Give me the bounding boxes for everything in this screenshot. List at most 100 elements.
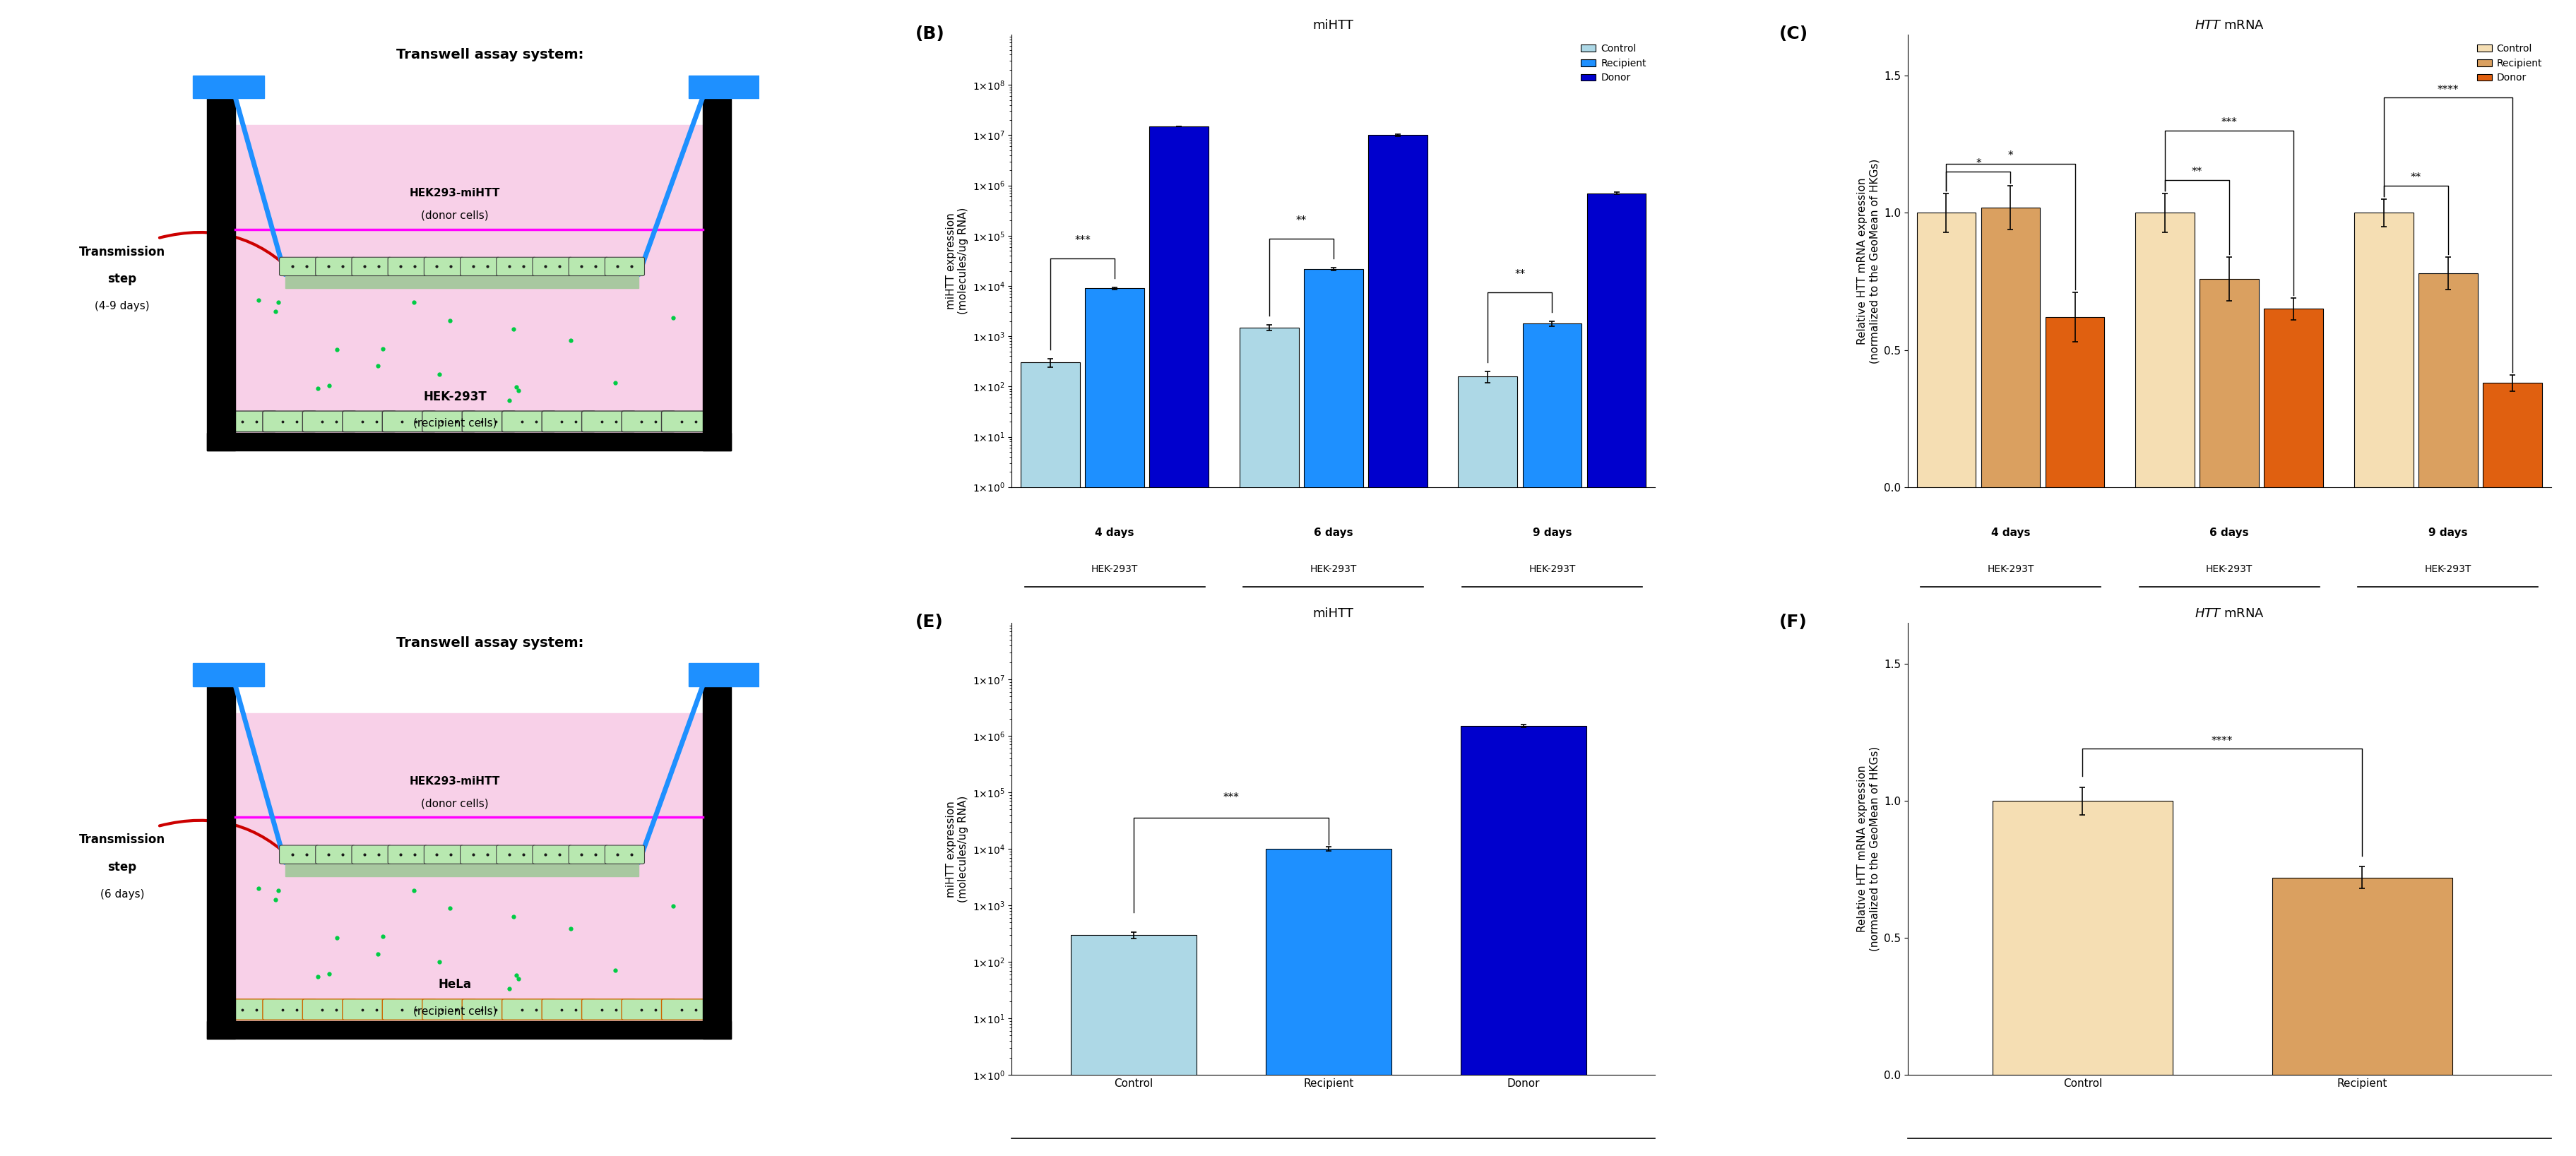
FancyBboxPatch shape (301, 999, 355, 1020)
FancyBboxPatch shape (662, 999, 716, 1020)
Bar (2419, 273, 2478, 487)
Bar (1917, 213, 1976, 487)
Bar (1981, 207, 2040, 487)
FancyBboxPatch shape (461, 412, 515, 432)
Text: ***: *** (1074, 235, 1090, 245)
Text: ***: *** (1224, 792, 1239, 803)
FancyBboxPatch shape (425, 845, 464, 864)
Bar (1084, 288, 1144, 1156)
FancyBboxPatch shape (569, 258, 608, 276)
FancyBboxPatch shape (461, 999, 515, 1020)
Bar (1587, 193, 1646, 1156)
FancyBboxPatch shape (569, 845, 608, 864)
Title: $\it{HTT}$ mRNA: $\it{HTT}$ mRNA (2195, 18, 2264, 31)
Text: 6 days: 6 days (2210, 528, 2249, 539)
Text: ****: **** (2437, 84, 2458, 95)
FancyBboxPatch shape (621, 412, 675, 432)
Text: HEK-293T: HEK-293T (2424, 564, 2470, 573)
Title: miHTT: miHTT (1314, 18, 1352, 31)
FancyBboxPatch shape (301, 412, 355, 432)
FancyBboxPatch shape (381, 999, 435, 1020)
Text: ****: **** (2210, 735, 2233, 746)
FancyBboxPatch shape (497, 258, 536, 276)
Bar (1020, 363, 1079, 1156)
Text: (recipient cells): (recipient cells) (412, 418, 497, 429)
Y-axis label: miHTT expression
(molecules/ug RNA): miHTT expression (molecules/ug RNA) (945, 795, 969, 903)
Text: (donor cells): (donor cells) (420, 210, 489, 221)
Bar (1368, 135, 1427, 1156)
Y-axis label: Relative HTT mRNA expression
(normalized to the GeoMean of HKGs): Relative HTT mRNA expression (normalized… (1857, 158, 1880, 363)
Title: $\it{HTT}$ mRNA: $\it{HTT}$ mRNA (2195, 607, 2264, 620)
FancyBboxPatch shape (222, 412, 276, 432)
FancyBboxPatch shape (422, 412, 477, 432)
Text: (recipient cells): (recipient cells) (412, 1007, 497, 1017)
Bar (688, 664, 760, 686)
Legend: Control, Recipient, Donor: Control, Recipient, Donor (2473, 39, 2545, 87)
Bar (286, 274, 639, 288)
FancyBboxPatch shape (422, 999, 477, 1020)
FancyBboxPatch shape (389, 258, 428, 276)
FancyBboxPatch shape (502, 412, 556, 432)
FancyBboxPatch shape (389, 845, 428, 864)
Bar (703, 677, 732, 1039)
Text: **: ** (1296, 215, 1306, 225)
Text: 9 days: 9 days (2427, 528, 2468, 539)
FancyBboxPatch shape (343, 999, 397, 1020)
Bar (1461, 726, 1587, 1156)
FancyBboxPatch shape (502, 999, 556, 1020)
Text: HEK293-miHTT: HEK293-miHTT (410, 187, 500, 199)
Bar (1458, 376, 1517, 1156)
FancyBboxPatch shape (605, 845, 644, 864)
Text: **: ** (2192, 166, 2202, 177)
Y-axis label: Relative HTT mRNA expression
(normalized to the GeoMean of HKGs): Relative HTT mRNA expression (normalized… (1857, 747, 1880, 951)
Text: (donor cells): (donor cells) (420, 799, 489, 809)
Bar (2272, 877, 2452, 1075)
Bar (703, 89, 732, 451)
Bar (2354, 213, 2414, 487)
Bar (286, 862, 639, 876)
Text: step: step (108, 861, 137, 873)
Bar (2483, 383, 2543, 487)
Y-axis label: miHTT expression
(molecules/ug RNA): miHTT expression (molecules/ug RNA) (945, 207, 969, 314)
Bar (234, 125, 703, 432)
Bar (1991, 801, 2172, 1075)
Text: HEK-293T: HEK-293T (2205, 564, 2251, 573)
Text: (4-9 days): (4-9 days) (95, 301, 149, 311)
FancyBboxPatch shape (222, 999, 276, 1020)
Text: *: * (2007, 150, 2012, 161)
Bar (1239, 327, 1298, 1156)
FancyBboxPatch shape (662, 412, 716, 432)
Bar (1522, 324, 1582, 1156)
FancyBboxPatch shape (278, 258, 319, 276)
Text: (6 days): (6 days) (100, 889, 144, 899)
FancyBboxPatch shape (263, 999, 317, 1020)
FancyBboxPatch shape (621, 999, 675, 1020)
Text: **: ** (2409, 172, 2421, 183)
FancyBboxPatch shape (541, 999, 595, 1020)
Text: (E): (E) (914, 614, 943, 631)
Text: HEK293-miHTT: HEK293-miHTT (410, 776, 500, 786)
FancyBboxPatch shape (353, 258, 392, 276)
Text: 4 days: 4 days (1095, 528, 1133, 539)
FancyBboxPatch shape (605, 258, 644, 276)
FancyBboxPatch shape (461, 258, 500, 276)
Text: step: step (108, 273, 137, 286)
Bar (2045, 317, 2105, 487)
FancyBboxPatch shape (497, 845, 536, 864)
Bar (1072, 935, 1195, 1156)
Bar (206, 677, 234, 1039)
FancyBboxPatch shape (461, 845, 500, 864)
Bar (193, 664, 263, 686)
Legend: Control, Recipient, Donor: Control, Recipient, Donor (1577, 39, 1649, 87)
Text: HEK-293T: HEK-293T (1092, 564, 1139, 573)
Text: Transmission: Transmission (80, 833, 165, 846)
Bar (206, 1021, 732, 1039)
FancyBboxPatch shape (314, 845, 355, 864)
Bar (193, 75, 263, 98)
Text: 4 days: 4 days (1991, 528, 2030, 539)
Title: miHTT: miHTT (1314, 607, 1352, 620)
Text: HeLa: HeLa (438, 978, 471, 991)
Bar (1303, 269, 1363, 1156)
Text: (B): (B) (914, 25, 945, 43)
Bar (206, 432, 732, 451)
